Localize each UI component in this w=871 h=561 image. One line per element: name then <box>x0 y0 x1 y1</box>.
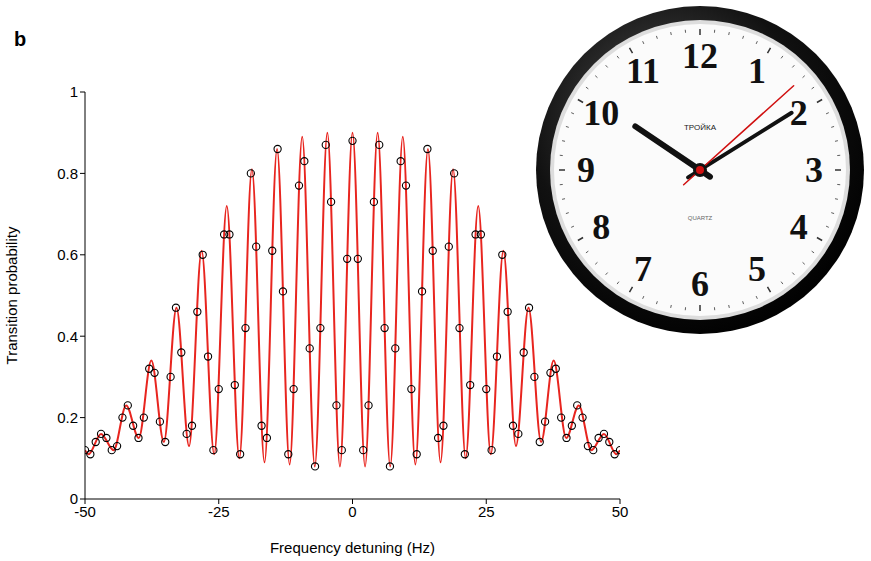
svg-text:0: 0 <box>348 503 356 520</box>
svg-text:-25: -25 <box>208 503 230 520</box>
svg-text:9: 9 <box>577 150 595 190</box>
svg-text:12: 12 <box>682 36 718 76</box>
svg-text:5: 5 <box>748 249 766 289</box>
svg-text:6: 6 <box>691 264 709 304</box>
svg-text:Frequency detuning (Hz): Frequency detuning (Hz) <box>270 539 435 556</box>
svg-text:50: 50 <box>612 503 629 520</box>
svg-text:0.4: 0.4 <box>57 328 78 345</box>
svg-text:10: 10 <box>583 93 619 133</box>
svg-text:25: 25 <box>478 503 495 520</box>
svg-text:0.8: 0.8 <box>57 165 78 182</box>
svg-text:11: 11 <box>626 51 660 91</box>
svg-text:0.6: 0.6 <box>57 246 78 263</box>
svg-text:2: 2 <box>790 93 808 133</box>
html-text:b: b <box>14 28 27 50</box>
svg-text:QUARTZ: QUARTZ <box>688 215 713 221</box>
svg-text:3: 3 <box>805 150 823 190</box>
svg-text:0.2: 0.2 <box>57 409 78 426</box>
svg-text:Transition probability: Transition probability <box>3 226 20 364</box>
svg-text:7: 7 <box>634 249 652 289</box>
svg-text:8: 8 <box>592 207 610 247</box>
svg-text:1: 1 <box>748 51 766 91</box>
svg-text:0: 0 <box>70 490 78 507</box>
svg-text:1: 1 <box>70 83 78 100</box>
svg-text:4: 4 <box>790 207 808 247</box>
svg-text:ТРОЙКА: ТРОЙКА <box>684 123 717 132</box>
svg-text:-50: -50 <box>74 502 96 520</box>
